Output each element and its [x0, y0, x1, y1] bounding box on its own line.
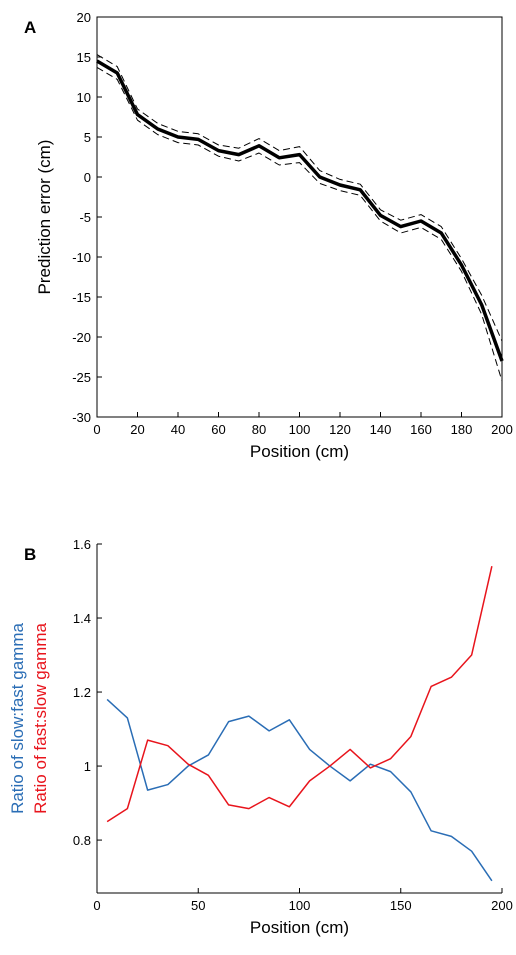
y-tick-label: 1.4: [73, 611, 91, 626]
x-tick-label: 60: [211, 422, 225, 437]
data-line: [106, 566, 493, 823]
y-tick-label: 10: [77, 90, 91, 105]
y-tick-label: -20: [72, 330, 91, 345]
series-label: Ratio of slow:fast gamma: [8, 623, 27, 814]
data-line: [96, 54, 503, 342]
y-tick-label: 20: [77, 10, 91, 25]
x-tick-label: 20: [130, 422, 144, 437]
y-tick-label: 0: [84, 170, 91, 185]
y-tick-label: 0.8: [73, 833, 91, 848]
x-tick-label: 100: [289, 422, 311, 437]
x-tick-label: 200: [491, 422, 513, 437]
x-tick-label: 160: [410, 422, 432, 437]
x-tick-label: 40: [171, 422, 185, 437]
y-tick-label: 5: [84, 130, 91, 145]
x-tick-label: 0: [93, 898, 100, 913]
y-tick-label: -25: [72, 370, 91, 385]
data-line: [106, 698, 493, 882]
x-tick-label: 200: [491, 898, 513, 913]
x-tick-label: 140: [370, 422, 392, 437]
x-tick-label: 0: [93, 422, 100, 437]
x-tick-label: 150: [390, 898, 412, 913]
y-tick-label: -30: [72, 410, 91, 425]
x-tick-label: 50: [191, 898, 205, 913]
y-tick-label: 15: [77, 50, 91, 65]
panel-label: A: [24, 18, 36, 37]
data-line: [96, 59, 504, 362]
y-tick-label: 1: [84, 759, 91, 774]
data-line: [96, 66, 503, 382]
x-tick-label: 180: [451, 422, 473, 437]
panel-label: B: [24, 545, 36, 564]
y-tick-label: -15: [72, 290, 91, 305]
y-tick-label: -10: [72, 250, 91, 265]
y-tick-label: 1.2: [73, 685, 91, 700]
y-tick-label: 1.6: [73, 537, 91, 552]
series-label: Ratio of fast:slow gamma: [31, 623, 50, 814]
x-tick-label: 100: [289, 898, 311, 913]
x-axis-label: Position (cm): [250, 442, 349, 461]
y-tick-label: -5: [79, 210, 91, 225]
x-axis-label: Position (cm): [250, 918, 349, 937]
y-axis-label: Prediction error (cm): [35, 140, 54, 295]
x-tick-label: 120: [329, 422, 351, 437]
x-tick-label: 80: [252, 422, 266, 437]
axes-box: [96, 16, 503, 418]
